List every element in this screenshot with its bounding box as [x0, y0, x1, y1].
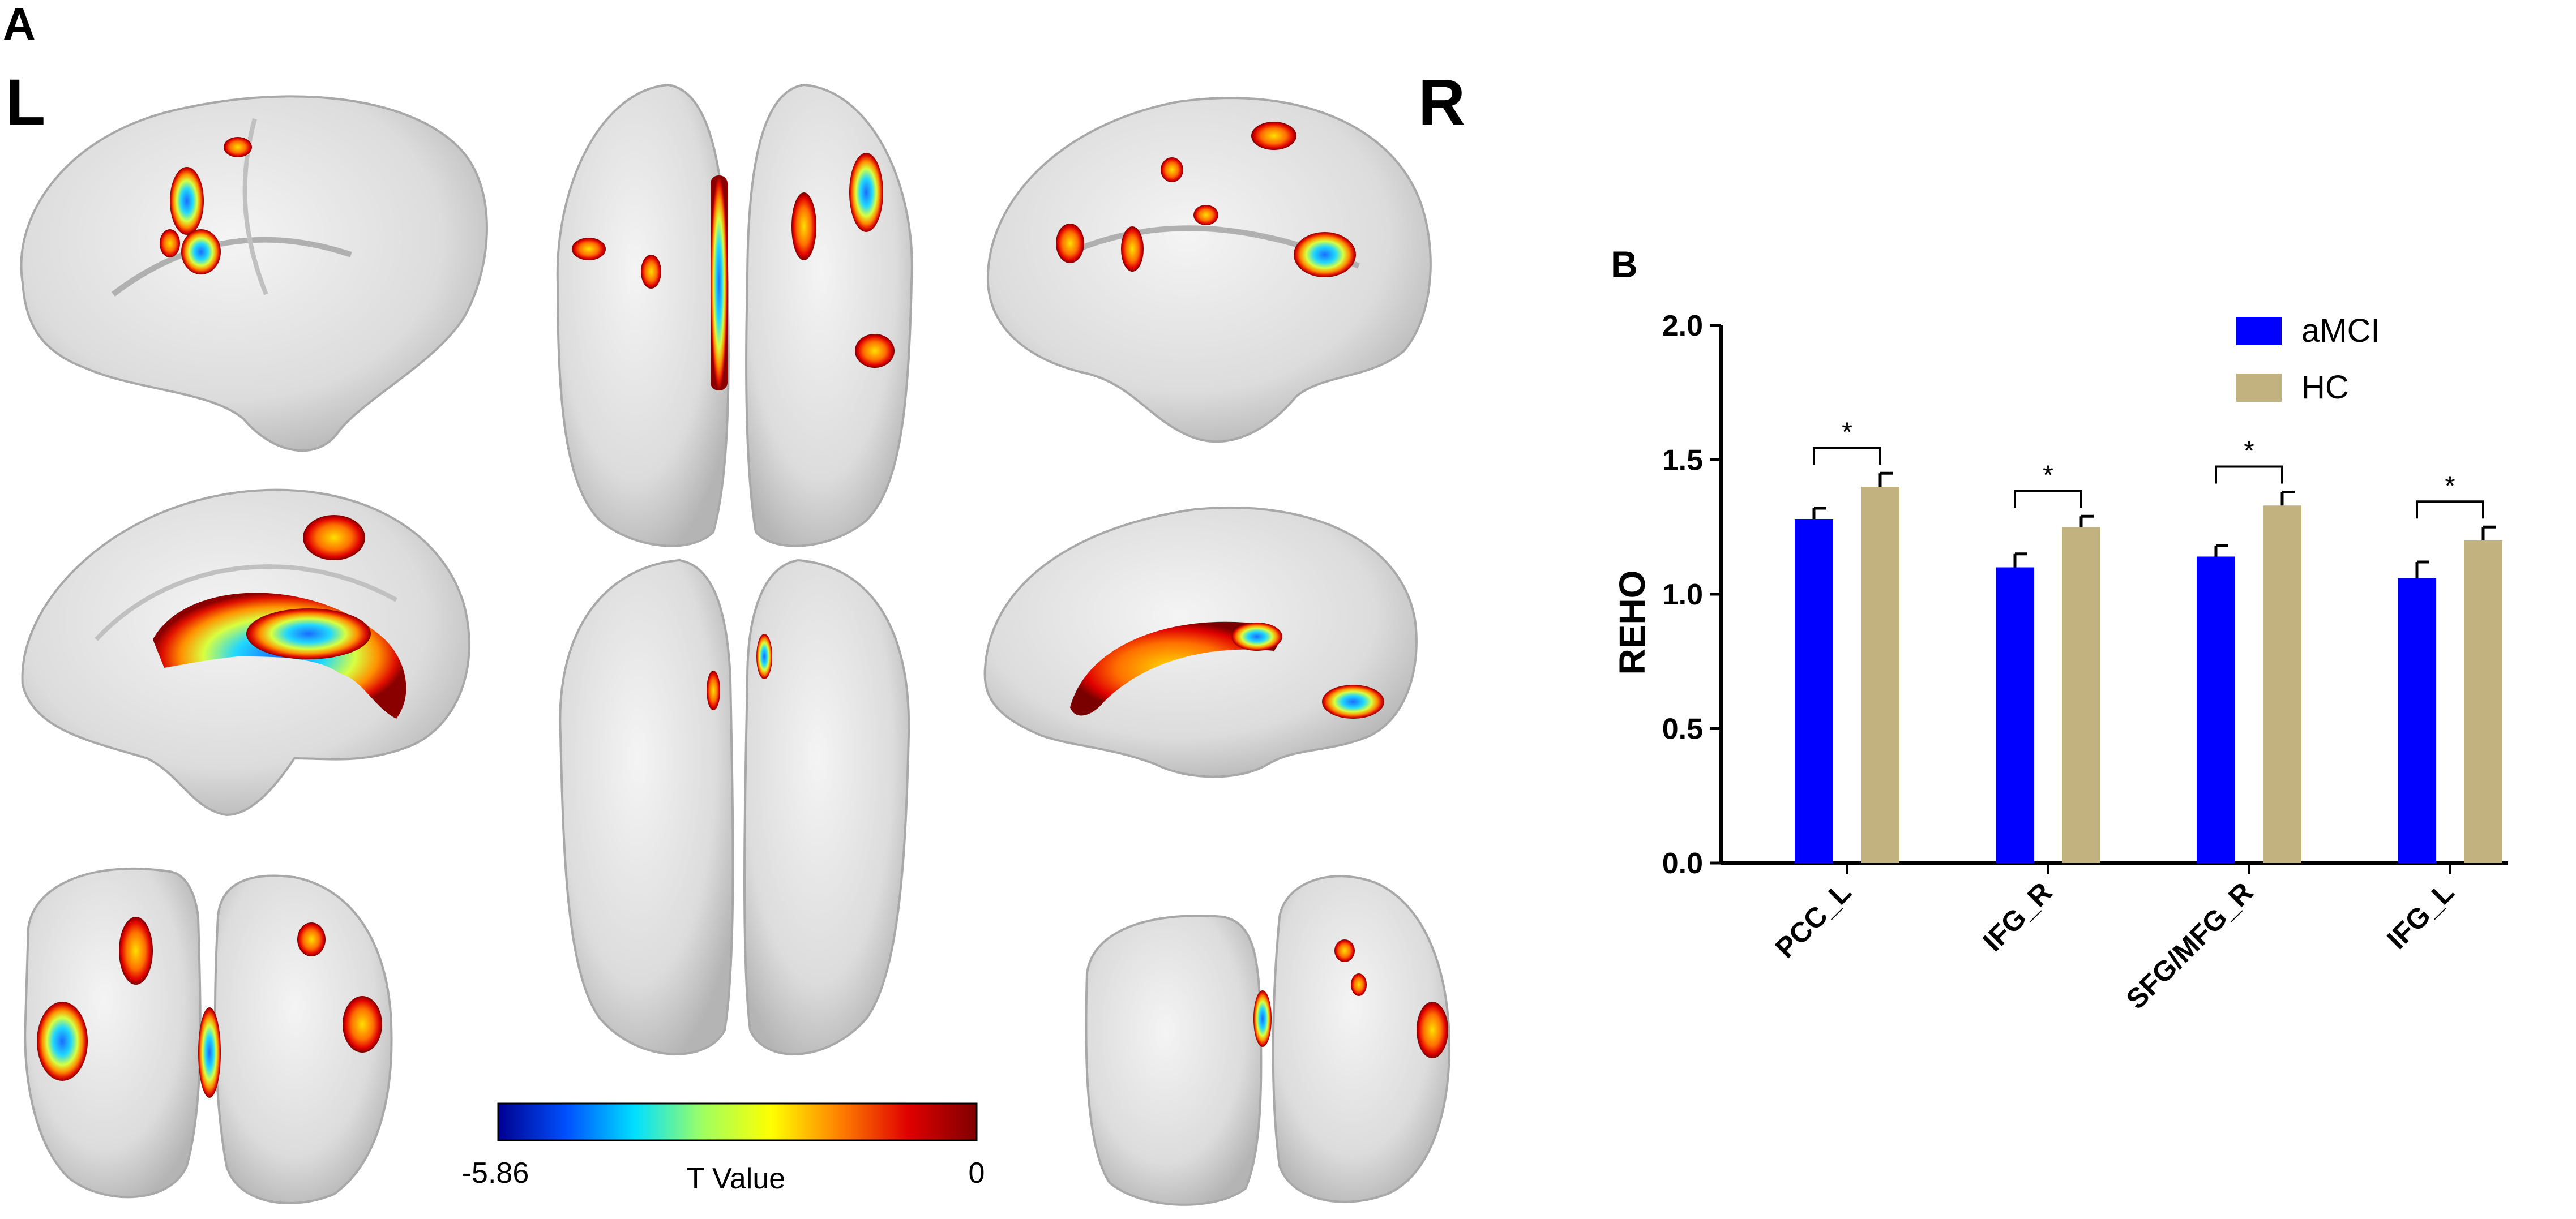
- legend-swatch-amci: [2236, 317, 2282, 345]
- significance-marker: *: [2445, 471, 2455, 501]
- significance-bracket: [2416, 500, 2484, 519]
- activation-cluster: [1334, 939, 1355, 962]
- activation-cluster: [1070, 621, 1278, 716]
- brain-left-lateral: [20, 95, 488, 452]
- brain-ventral: [559, 559, 910, 1055]
- y-axis-label: REHO: [1612, 570, 1653, 675]
- legend-label-hc: HC: [2301, 369, 2349, 406]
- activation-cluster: [1253, 990, 1272, 1047]
- colorbar-max-label: 0: [969, 1157, 985, 1190]
- bar-hc: [2464, 540, 2502, 863]
- significance-bracket: [2215, 465, 2283, 484]
- x-tick-label: SFG/MFG_R: [2120, 876, 2259, 1015]
- brain-left-medial: [21, 488, 470, 817]
- legend-label-amci: aMCI: [2301, 312, 2380, 349]
- activation-cluster: [1351, 973, 1367, 996]
- colorbar: -5.86 0 T Value: [462, 1102, 985, 1195]
- right-hemisphere-label: R: [1418, 66, 1465, 139]
- bar-amci: [2398, 578, 2436, 863]
- brain-right-lateral: [986, 97, 1432, 443]
- x-tick-label: IFG_R: [1977, 876, 2059, 958]
- activation-cluster: [37, 1002, 88, 1081]
- y-tick-label: 0.5: [1662, 713, 1703, 746]
- activation-cluster: [572, 238, 606, 260]
- activation-cluster: [1121, 226, 1144, 272]
- x-tick-label: PCC_L: [1769, 876, 1858, 964]
- activation-cluster: [343, 996, 382, 1053]
- activation-cluster: [791, 192, 816, 260]
- activation-cluster: [1417, 1002, 1448, 1058]
- significance-marker: *: [2244, 436, 2254, 466]
- activation-cluster: [1161, 157, 1183, 182]
- significance-bracket: [1813, 447, 1881, 465]
- activation-cluster: [1294, 232, 1356, 277]
- brain-right-posterior: [1085, 875, 1451, 1206]
- y-tick-label: 0.0: [1662, 847, 1703, 880]
- panel-b: B REHO 0.0 0.5 1.0 1.5 2.0 * PCC_L * IFG_R * SFG/M…: [1611, 243, 2508, 1015]
- activation-cluster: [297, 922, 326, 956]
- activation-cluster: [303, 515, 365, 560]
- colorbar-min-label: -5.86: [462, 1157, 529, 1190]
- activation-cluster: [160, 229, 180, 257]
- brain-dorsal: [556, 83, 913, 547]
- bar-hc: [2062, 527, 2100, 863]
- activation-cluster: [119, 917, 153, 985]
- bar-hc: [1861, 487, 1899, 863]
- colorbar-title: T Value: [687, 1162, 785, 1195]
- left-hemisphere-label: L: [6, 66, 45, 139]
- brain-right-medial: [983, 507, 1418, 778]
- activation-cluster: [641, 255, 661, 289]
- activation-cluster: [711, 175, 728, 390]
- activation-cluster: [855, 334, 895, 368]
- activation-cluster: [849, 153, 883, 232]
- bar-hc: [2263, 505, 2301, 863]
- y-tick-label: 1.5: [1662, 444, 1703, 477]
- activation-cluster: [1322, 685, 1384, 719]
- significance-bracket: [2014, 490, 2082, 508]
- significance-marker: *: [2043, 460, 2053, 490]
- bar-amci: [1795, 519, 1833, 863]
- activation-cluster: [181, 229, 221, 274]
- activation-cluster: [756, 634, 772, 679]
- y-tick-label: 1.0: [1662, 578, 1703, 611]
- bar-amci: [1996, 567, 2034, 863]
- bar-amci: [2197, 556, 2235, 863]
- legend-swatch-hc: [2236, 374, 2282, 402]
- activation-cluster: [1251, 122, 1296, 150]
- activation-cluster: [198, 1007, 221, 1098]
- colorbar-gradient: [497, 1102, 978, 1141]
- panel-a: A L R: [3, 0, 1465, 1206]
- activation-cluster: [224, 137, 252, 157]
- y-tick-label: 2.0: [1662, 310, 1703, 342]
- activation-cluster: [170, 167, 204, 235]
- bar-chart: 0.0 0.5 1.0 1.5 2.0 * PCC_L * IFG_R * SFG/MFG_R * IF…: [1662, 310, 2508, 1015]
- activation-cluster: [1193, 205, 1218, 225]
- brain-left-anterior: [24, 867, 393, 1204]
- activation-cluster: [1056, 224, 1084, 263]
- activation-cluster: [246, 608, 371, 659]
- panel-b-label: B: [1611, 243, 1638, 285]
- activation-cluster: [1231, 623, 1282, 651]
- significance-marker: *: [1842, 417, 1852, 447]
- activation-cluster: [707, 671, 720, 710]
- x-tick-label: IFG_L: [2381, 876, 2460, 955]
- panel-a-label: A: [3, 0, 36, 49]
